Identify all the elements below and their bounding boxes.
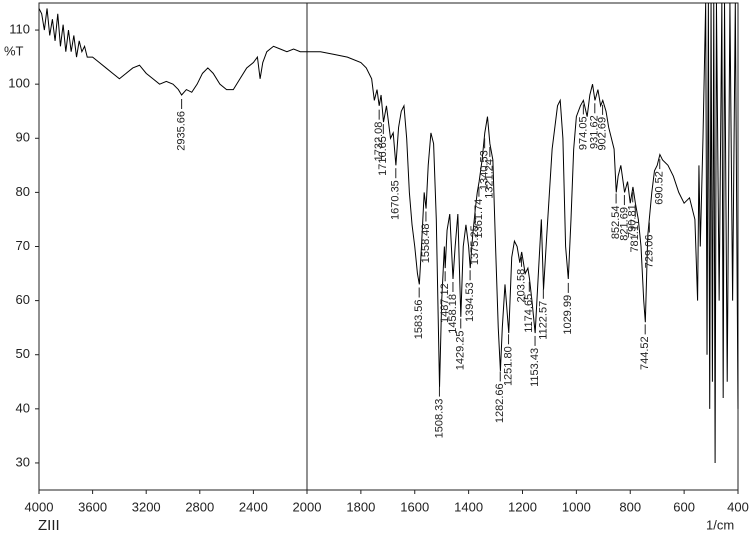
peak-label: 1487.12 [439, 283, 451, 323]
y-axis-label: %T [4, 43, 24, 58]
x-tick-label: 2400 [239, 499, 268, 514]
y-tick-label: 30 [16, 454, 30, 469]
peak-label: 1029.99 [562, 295, 574, 335]
y-tick-label: 70 [16, 238, 30, 253]
peak-label: 1361.74 [473, 199, 485, 239]
peak-label: 821.69 [618, 207, 630, 241]
sample-name: ZIII [38, 517, 60, 534]
x-tick-label: 3600 [78, 499, 107, 514]
peak-label: 1282.66 [494, 383, 506, 423]
peak-label: 1251.80 [502, 346, 514, 386]
x-tick-label: 2800 [185, 499, 214, 514]
x-tick-label: 2000 [293, 499, 322, 514]
y-tick-label: 110 [9, 21, 30, 36]
peak-label: 1670.35 [390, 180, 402, 220]
peak-label: 1340.53 [479, 150, 491, 190]
peak-label: 974.05 [577, 116, 589, 150]
peak-label: 1394.53 [464, 282, 476, 322]
peak-label: 2935.66 [176, 111, 188, 151]
peak-label: 1732.08 [373, 122, 385, 162]
peak-label: 1508.33 [433, 399, 445, 439]
peak-label: 1321.24 [484, 159, 496, 199]
x-tick-label: 1600 [400, 499, 429, 514]
peak-label: 729.06 [643, 235, 655, 269]
y-tick-label: 90 [16, 130, 30, 145]
x-axis-label: 1/cm [706, 517, 734, 532]
y-tick-label: 100 [8, 76, 30, 91]
x-tick-label: 1000 [562, 499, 591, 514]
x-tick-label: 1800 [346, 499, 375, 514]
x-tick-label: 1400 [454, 499, 483, 514]
x-tick-label: 600 [673, 499, 695, 514]
peak-label: 1558.48 [420, 224, 432, 264]
spectrum-line [38, 2, 739, 463]
peak-label: 781.17 [629, 219, 641, 253]
peak-label: 203.58 [515, 269, 527, 303]
y-tick-label: 40 [16, 400, 30, 415]
y-tick-label: 80 [16, 184, 30, 199]
peak-label: 744.52 [639, 336, 651, 370]
peak-label: 931.62 [589, 115, 601, 149]
peak-label: 1429.25 [455, 331, 467, 371]
x-tick-label: 4000 [25, 499, 54, 514]
peak-label: 902.69 [596, 117, 608, 151]
x-tick-label: 400 [727, 499, 749, 514]
y-tick-label: 60 [16, 292, 30, 307]
peak-label: 1122.57 [537, 301, 549, 340]
peak-label: 1174.65 [523, 294, 535, 333]
peak-label: 1716.65 [377, 136, 389, 176]
peak-label: 1583.56 [413, 300, 425, 340]
peak-label: 690.52 [654, 171, 666, 205]
x-tick-label: 1200 [508, 499, 537, 514]
peak-label: 1458.18 [447, 294, 459, 334]
x-tick-label: 800 [619, 499, 641, 514]
x-tick-label: 3200 [132, 499, 161, 514]
peak-label: 852.54 [610, 205, 622, 239]
peak-label: 1153.43 [529, 348, 541, 387]
y-tick-label: 50 [16, 346, 30, 361]
peak-label: 1375.25 [469, 225, 481, 265]
